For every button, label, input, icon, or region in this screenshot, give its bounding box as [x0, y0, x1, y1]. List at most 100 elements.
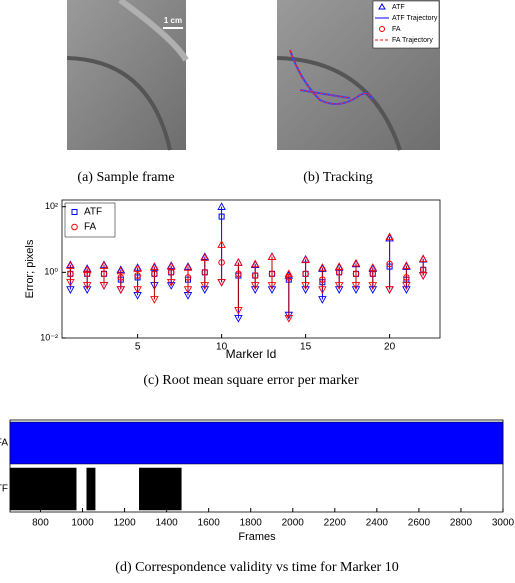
legend-symbol — [71, 209, 78, 215]
legend-label: FA — [84, 222, 97, 233]
error-high — [82, 265, 92, 274]
x-tick-label: 1000 — [71, 518, 94, 529]
mean-marker — [100, 270, 108, 278]
legend-label: FA Trajectory — [392, 37, 433, 44]
legend-label: FA — [392, 26, 401, 33]
x-tick-label: 800 — [32, 518, 49, 529]
y-tick-label: 10² — [45, 201, 58, 211]
mean-marker — [285, 274, 293, 281]
error-high — [133, 264, 142, 272]
x-axis-label: Marker Id — [226, 347, 277, 361]
mean-marker — [335, 269, 343, 276]
error-low — [402, 286, 411, 294]
dish-edge — [276, 56, 402, 151]
x-axis-label: Frames — [238, 531, 276, 543]
x-tick-label: 1200 — [113, 518, 136, 529]
legend-symbol — [379, 26, 385, 32]
legend-label: ATF Trajectory — [392, 15, 438, 22]
error-low — [200, 282, 210, 290]
caption: (b) Tracking — [303, 170, 373, 185]
error-high — [402, 261, 411, 269]
x-tick-label: 2400 — [366, 518, 389, 529]
error-low — [99, 282, 109, 290]
mean-marker — [319, 276, 326, 283]
validity-bar — [9, 421, 504, 465]
mean-marker — [369, 270, 377, 278]
mean-marker — [386, 260, 393, 268]
scale-label: 1 cm — [164, 16, 182, 25]
error-high — [250, 259, 260, 268]
error-low — [200, 286, 210, 294]
dish-rim — [118, 0, 189, 62]
error-high — [200, 253, 210, 261]
caption: (d) Correspondence validity vs time for … — [115, 560, 398, 575]
error-low — [385, 286, 394, 294]
x-tick-label: 1800 — [240, 518, 263, 529]
mean-marker — [218, 259, 225, 266]
error-low — [368, 286, 378, 294]
error-low — [267, 286, 277, 294]
x-tick-label: 3000 — [492, 518, 515, 529]
error-low — [301, 286, 310, 294]
legend-label: ATF — [392, 4, 405, 11]
mean-marker — [302, 270, 309, 278]
x-tick-label: 15 — [300, 342, 312, 353]
error-low — [267, 282, 277, 290]
x-tick-label: 2800 — [450, 518, 473, 529]
mean-marker — [184, 274, 192, 281]
mean-marker — [117, 274, 125, 281]
x-tick-label: 1400 — [155, 518, 178, 529]
mean-marker — [251, 272, 259, 279]
x-tick-label: 10 — [216, 342, 228, 353]
error-low — [150, 296, 159, 304]
error-low — [82, 286, 92, 294]
legend-symbol — [378, 3, 386, 10]
x-tick-label: 2000 — [282, 518, 305, 529]
mean-marker — [268, 270, 276, 278]
mean-marker — [201, 269, 209, 276]
error-low — [318, 296, 327, 304]
error-low — [183, 286, 193, 294]
x-tick-label: 2600 — [408, 518, 431, 529]
error-high — [301, 255, 310, 264]
error-low — [82, 282, 92, 290]
error-low — [66, 278, 75, 287]
error-high — [351, 258, 361, 267]
error-low — [116, 286, 126, 294]
axes-frame — [61, 199, 441, 339]
error-high — [318, 263, 327, 271]
error-low — [234, 314, 243, 323]
trajectory — [289, 49, 373, 105]
error-high — [116, 266, 126, 275]
error-low — [402, 282, 411, 290]
error-low — [318, 286, 327, 294]
error-low — [351, 282, 361, 290]
mean-marker — [134, 272, 141, 279]
error-high — [234, 258, 243, 266]
error-low — [334, 286, 344, 294]
error-low — [133, 286, 142, 294]
error-low — [250, 282, 260, 290]
y-tick-label: 10⁻² — [40, 332, 58, 342]
error-high — [99, 261, 109, 269]
validity-bar — [9, 467, 77, 511]
error-high — [267, 252, 277, 260]
error-low — [166, 278, 176, 287]
error-high — [368, 263, 378, 271]
legend-symbol — [71, 223, 78, 231]
x-tick-label: 20 — [384, 342, 396, 353]
legend — [64, 202, 116, 238]
mean-marker — [235, 270, 242, 278]
legend-label: ATF — [84, 207, 102, 218]
mean-marker — [352, 270, 360, 278]
validity-bar — [139, 467, 182, 511]
mean-marker — [403, 274, 410, 281]
x-tick-label: 1600 — [198, 518, 221, 529]
dish-edge — [66, 56, 172, 151]
error-high — [217, 240, 226, 248]
x-tick-label: 2200 — [324, 518, 347, 529]
error-high — [66, 261, 75, 269]
mean-marker — [218, 213, 225, 220]
error-high — [284, 269, 294, 278]
